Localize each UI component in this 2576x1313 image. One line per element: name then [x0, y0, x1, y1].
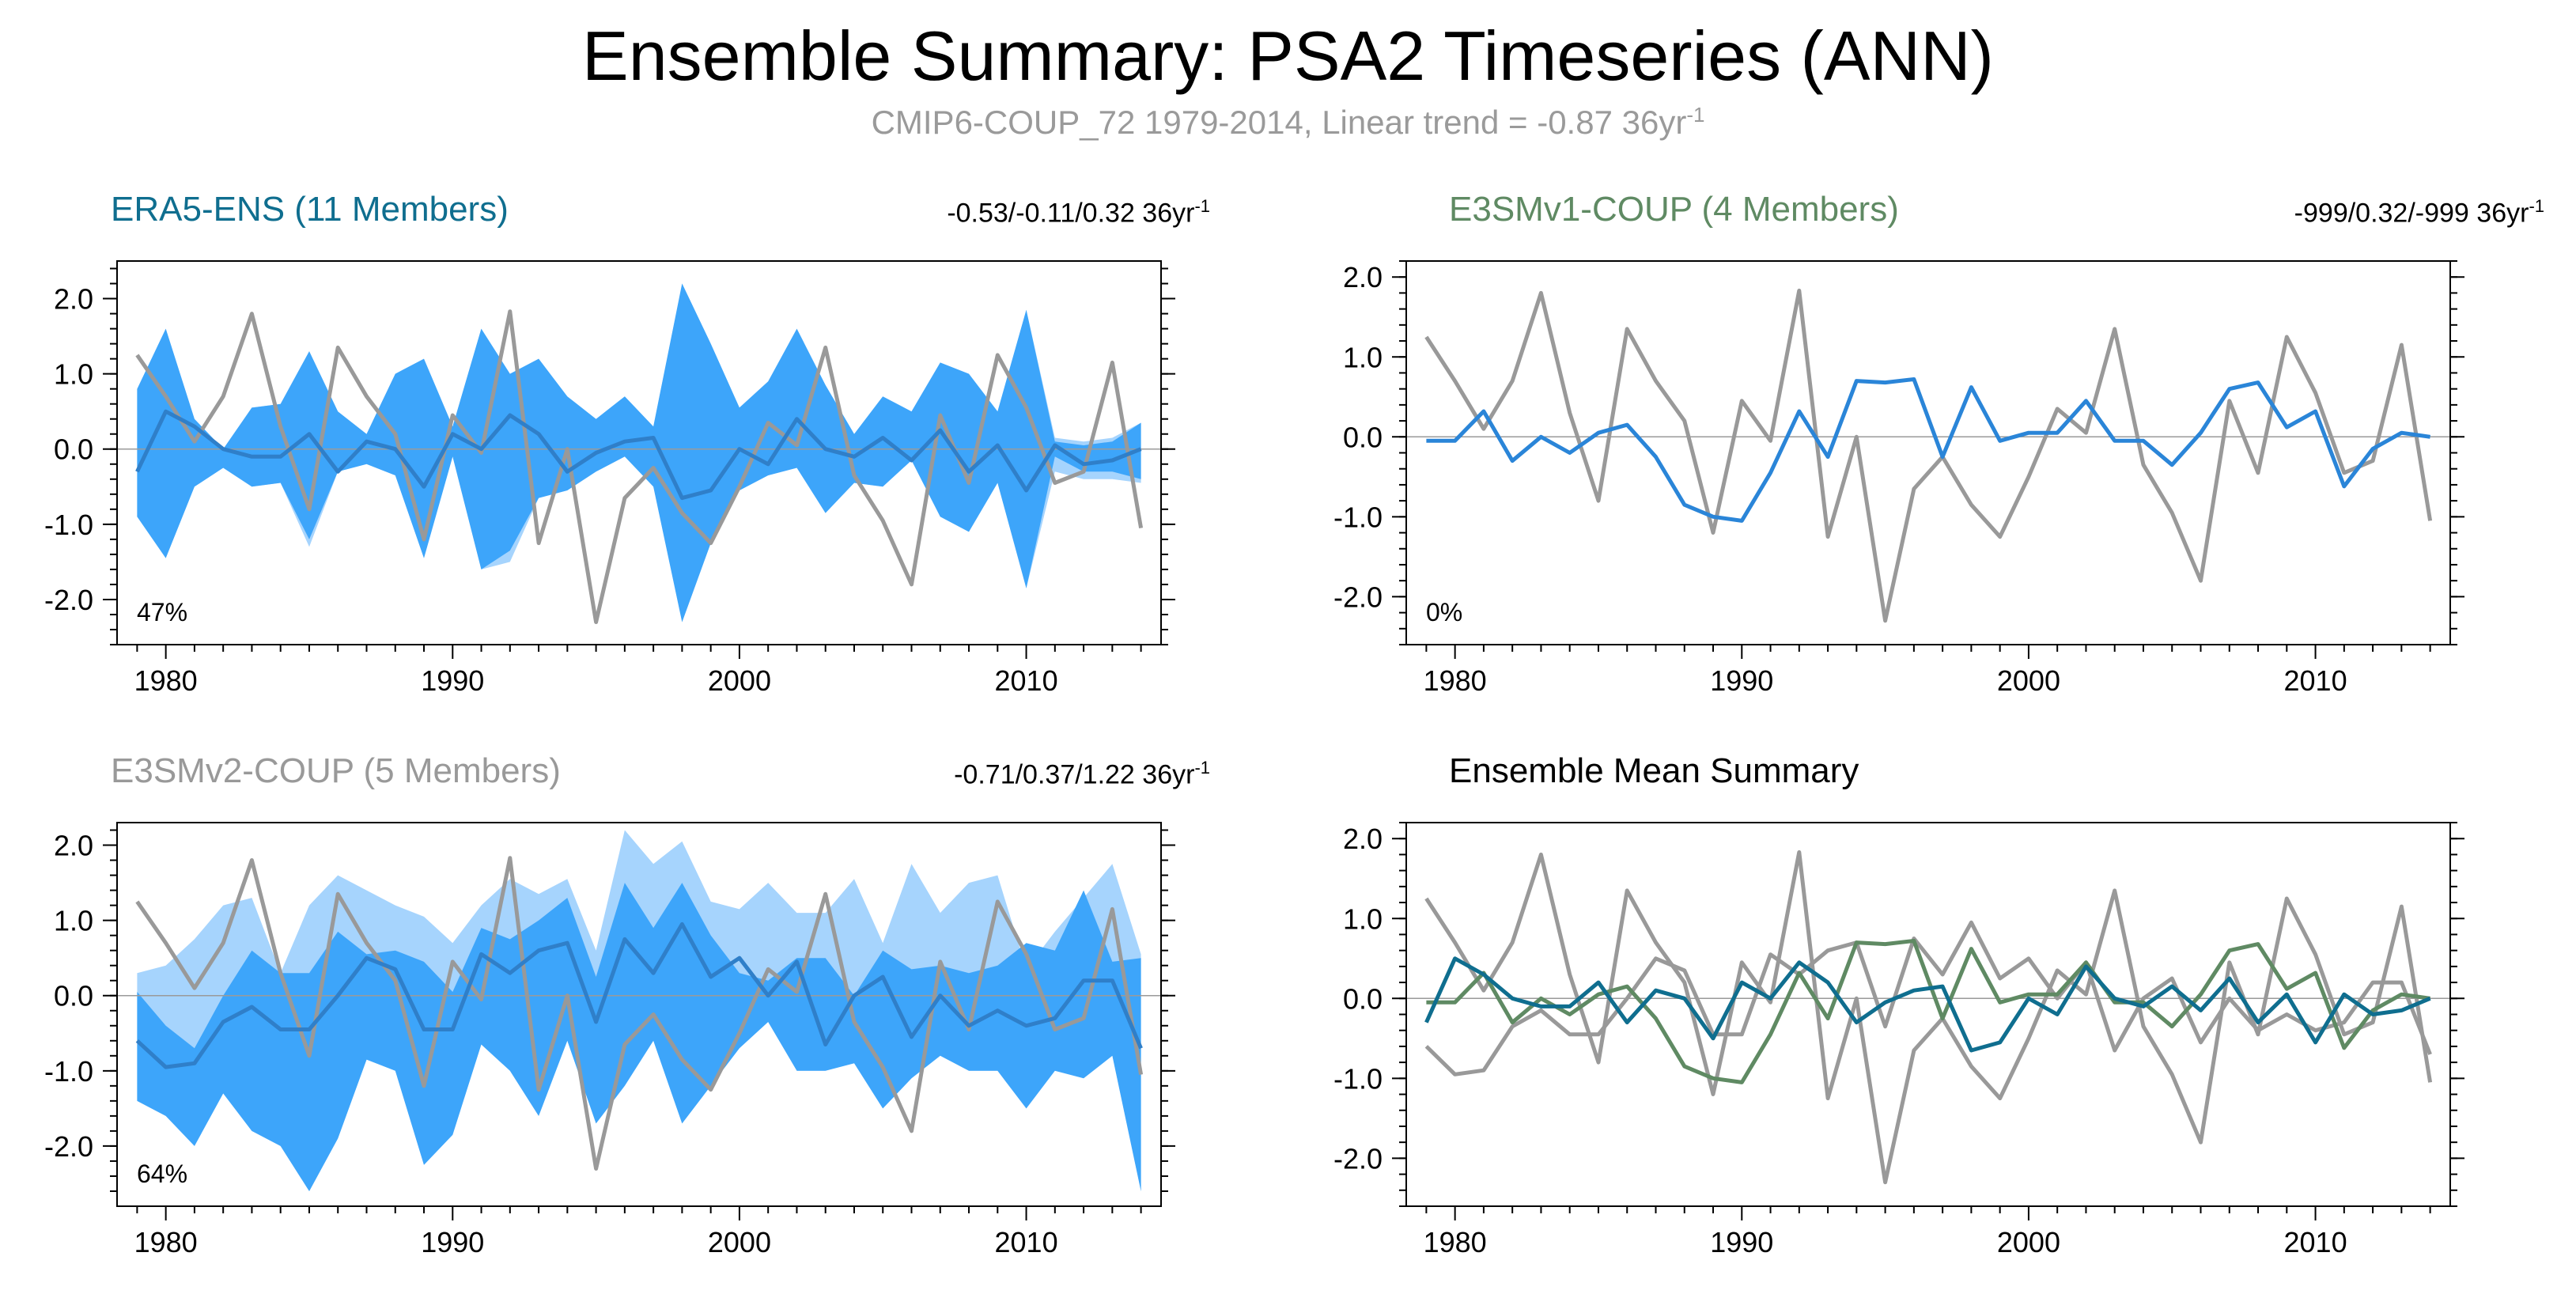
panel-e3smv2-trend: -0.71/0.37/1.22 36yr-1: [954, 758, 1210, 790]
figure-title: Ensemble Summary: PSA2 Timeseries (ANN): [582, 17, 1994, 95]
e3smv2-x-tick-label: 1990: [421, 1226, 484, 1258]
ensemble-mean-summary-series-line-e3smv2-coup: [1424, 920, 2432, 1077]
e3smv1-x-tick-label: 2010: [2284, 664, 2347, 697]
ensemble-mean-summary-y-tick-label: 2.0: [1343, 823, 1383, 855]
ensemble-mean-summary-y-tick-label: 1.0: [1343, 902, 1383, 935]
e3smv1-y-tick-label: 0.0: [1343, 421, 1383, 453]
ensemble-mean-summary-x-tick-label: 1980: [1424, 1226, 1487, 1258]
ensemble-mean-summary-series-line-observations: [1424, 849, 2433, 1185]
panel-e3smv2-trend-text: -0.71/0.37/1.22 36yr: [954, 759, 1195, 790]
ensemble-mean-summary-y-tick-label: -1.0: [1333, 1062, 1383, 1095]
e3smv1-y-tick-label: -1.0: [1333, 501, 1383, 533]
e3smv1-y-tick-label: 1.0: [1343, 341, 1383, 373]
ensemble-mean-summary-series-line-era5-ens: [1424, 956, 2431, 1053]
panel-era5-trend-text: -0.53/-0.11/0.32 36yr: [947, 198, 1195, 229]
panel-e3smv1-trend-sup: -1: [2529, 196, 2544, 216]
era5-x-tick-label: 2000: [708, 664, 771, 697]
e3smv1-x-tick-label: 1980: [1424, 664, 1487, 697]
panel-era5-trend-sup: -1: [1194, 196, 1210, 216]
era5-y-tick-label: -2.0: [44, 584, 93, 616]
era5-x-tick-label: 1990: [421, 664, 484, 697]
e3smv1-ensemble-mean-line: [1426, 377, 2430, 523]
panel-e3smv2-title: E3SMv2-COUP (5 Members): [111, 751, 561, 790]
era5-y-tick-label: 1.0: [54, 358, 93, 391]
ensemble-mean-summary-x-tick-label: 2000: [1997, 1226, 2060, 1258]
era5-plot-frame: [116, 260, 1162, 645]
e3smv1-percent-label: 0%: [1426, 598, 1462, 626]
ensemble-mean-summary-plot-frame: [1405, 822, 2451, 1207]
panel-e3smv2-trend-sup: -1: [1194, 758, 1210, 778]
e3smv1-x-tick-label: 2000: [1997, 664, 2060, 697]
panel-summary-chart: -2.0 -1.0 0.0 1.0 2.0 1980 1990 2000 2010: [1333, 822, 2464, 1258]
e3smv1-observations-line: [1424, 288, 2433, 623]
era5-range-area: [137, 283, 1141, 622]
e3smv2-plot-frame: [116, 822, 1162, 1207]
e3smv2-y-tick-label: 1.0: [54, 905, 93, 937]
e3smv2-ensemble-mean-line: [135, 921, 1143, 1069]
e3smv2-x-tick-label: 2000: [708, 1226, 771, 1258]
era5-y-tick-label: 2.0: [54, 283, 93, 316]
e3smv1-plot-frame: [1405, 260, 2451, 645]
era5-observations-line: [135, 309, 1144, 624]
e3smv2-x-tick-label: 1980: [134, 1226, 198, 1258]
panel-e3smv1-trend: -999/0.32/-999 36yr-1: [2294, 196, 2544, 229]
e3smv2-percent-label: 64%: [137, 1160, 187, 1188]
panel-summary-title: Ensemble Mean Summary: [1449, 751, 1859, 790]
ensemble-mean-summary-y-tick-label: 0.0: [1343, 982, 1383, 1015]
panel-e3smv1-chart: -2.0 -1.0 0.0 1.0 2.0 1980 1990 2000 2010 0%: [1333, 260, 2464, 697]
e3smv1-y-tick-label: -2.0: [1333, 581, 1383, 613]
era5-y-tick-label: -1.0: [44, 509, 93, 541]
subtitle-text: CMIP6-COUP_72 1979-2014, Linear trend = …: [871, 104, 1687, 141]
e3smv1-x-tick-label: 1990: [1710, 664, 1773, 697]
figure-subtitle: CMIP6-COUP_72 1979-2014, Linear trend = …: [0, 103, 2576, 142]
panel-era5-chart: -2.0 -1.0 0.0 1.0 2.0 1980 1990 2000 2010 47%: [44, 260, 1175, 697]
e3smv2-x-tick-label: 2010: [995, 1226, 1058, 1258]
era5-percent-label: 47%: [137, 598, 187, 626]
e3smv2-observations-line: [135, 856, 1144, 1171]
e3smv1-y-tick-label: 2.0: [1343, 261, 1383, 293]
era5-x-tick-label: 1980: [134, 664, 198, 697]
ensemble-mean-summary-x-tick-label: 1990: [1710, 1226, 1773, 1258]
e3smv2-y-tick-label: 2.0: [54, 830, 93, 862]
panel-e3smv2-chart: -2.0 -1.0 0.0 1.0 2.0 1980 1990 2000 2010 64%: [44, 822, 1175, 1258]
era5-y-tick-label: 0.0: [54, 433, 93, 466]
panel-era5-trend: -0.53/-0.11/0.32 36yr-1: [947, 196, 1210, 229]
e3smv2-range-area: [137, 883, 1141, 1191]
ensemble-mean-summary-y-tick-label: -2.0: [1333, 1142, 1383, 1175]
panel-era5-title: ERA5-ENS (11 Members): [111, 190, 509, 229]
era5-x-tick-label: 2010: [995, 664, 1058, 697]
subtitle-superscript: -1: [1686, 103, 1705, 127]
panel-e3smv1-title: E3SMv1-COUP (4 Members): [1449, 190, 1899, 229]
ensemble-mean-summary-series-line-e3smv1-coup: [1426, 939, 2430, 1084]
ensemble-mean-summary-x-tick-label: 2010: [2284, 1226, 2347, 1258]
e3smv2-y-tick-label: -1.0: [44, 1055, 93, 1088]
era5-ensemble-mean-line: [135, 409, 1142, 501]
panel-e3smv1-trend-text: -999/0.32/-999 36yr: [2294, 198, 2529, 229]
e3smv2-y-tick-label: 0.0: [54, 980, 93, 1012]
e3smv2-y-tick-label: -2.0: [44, 1130, 93, 1163]
